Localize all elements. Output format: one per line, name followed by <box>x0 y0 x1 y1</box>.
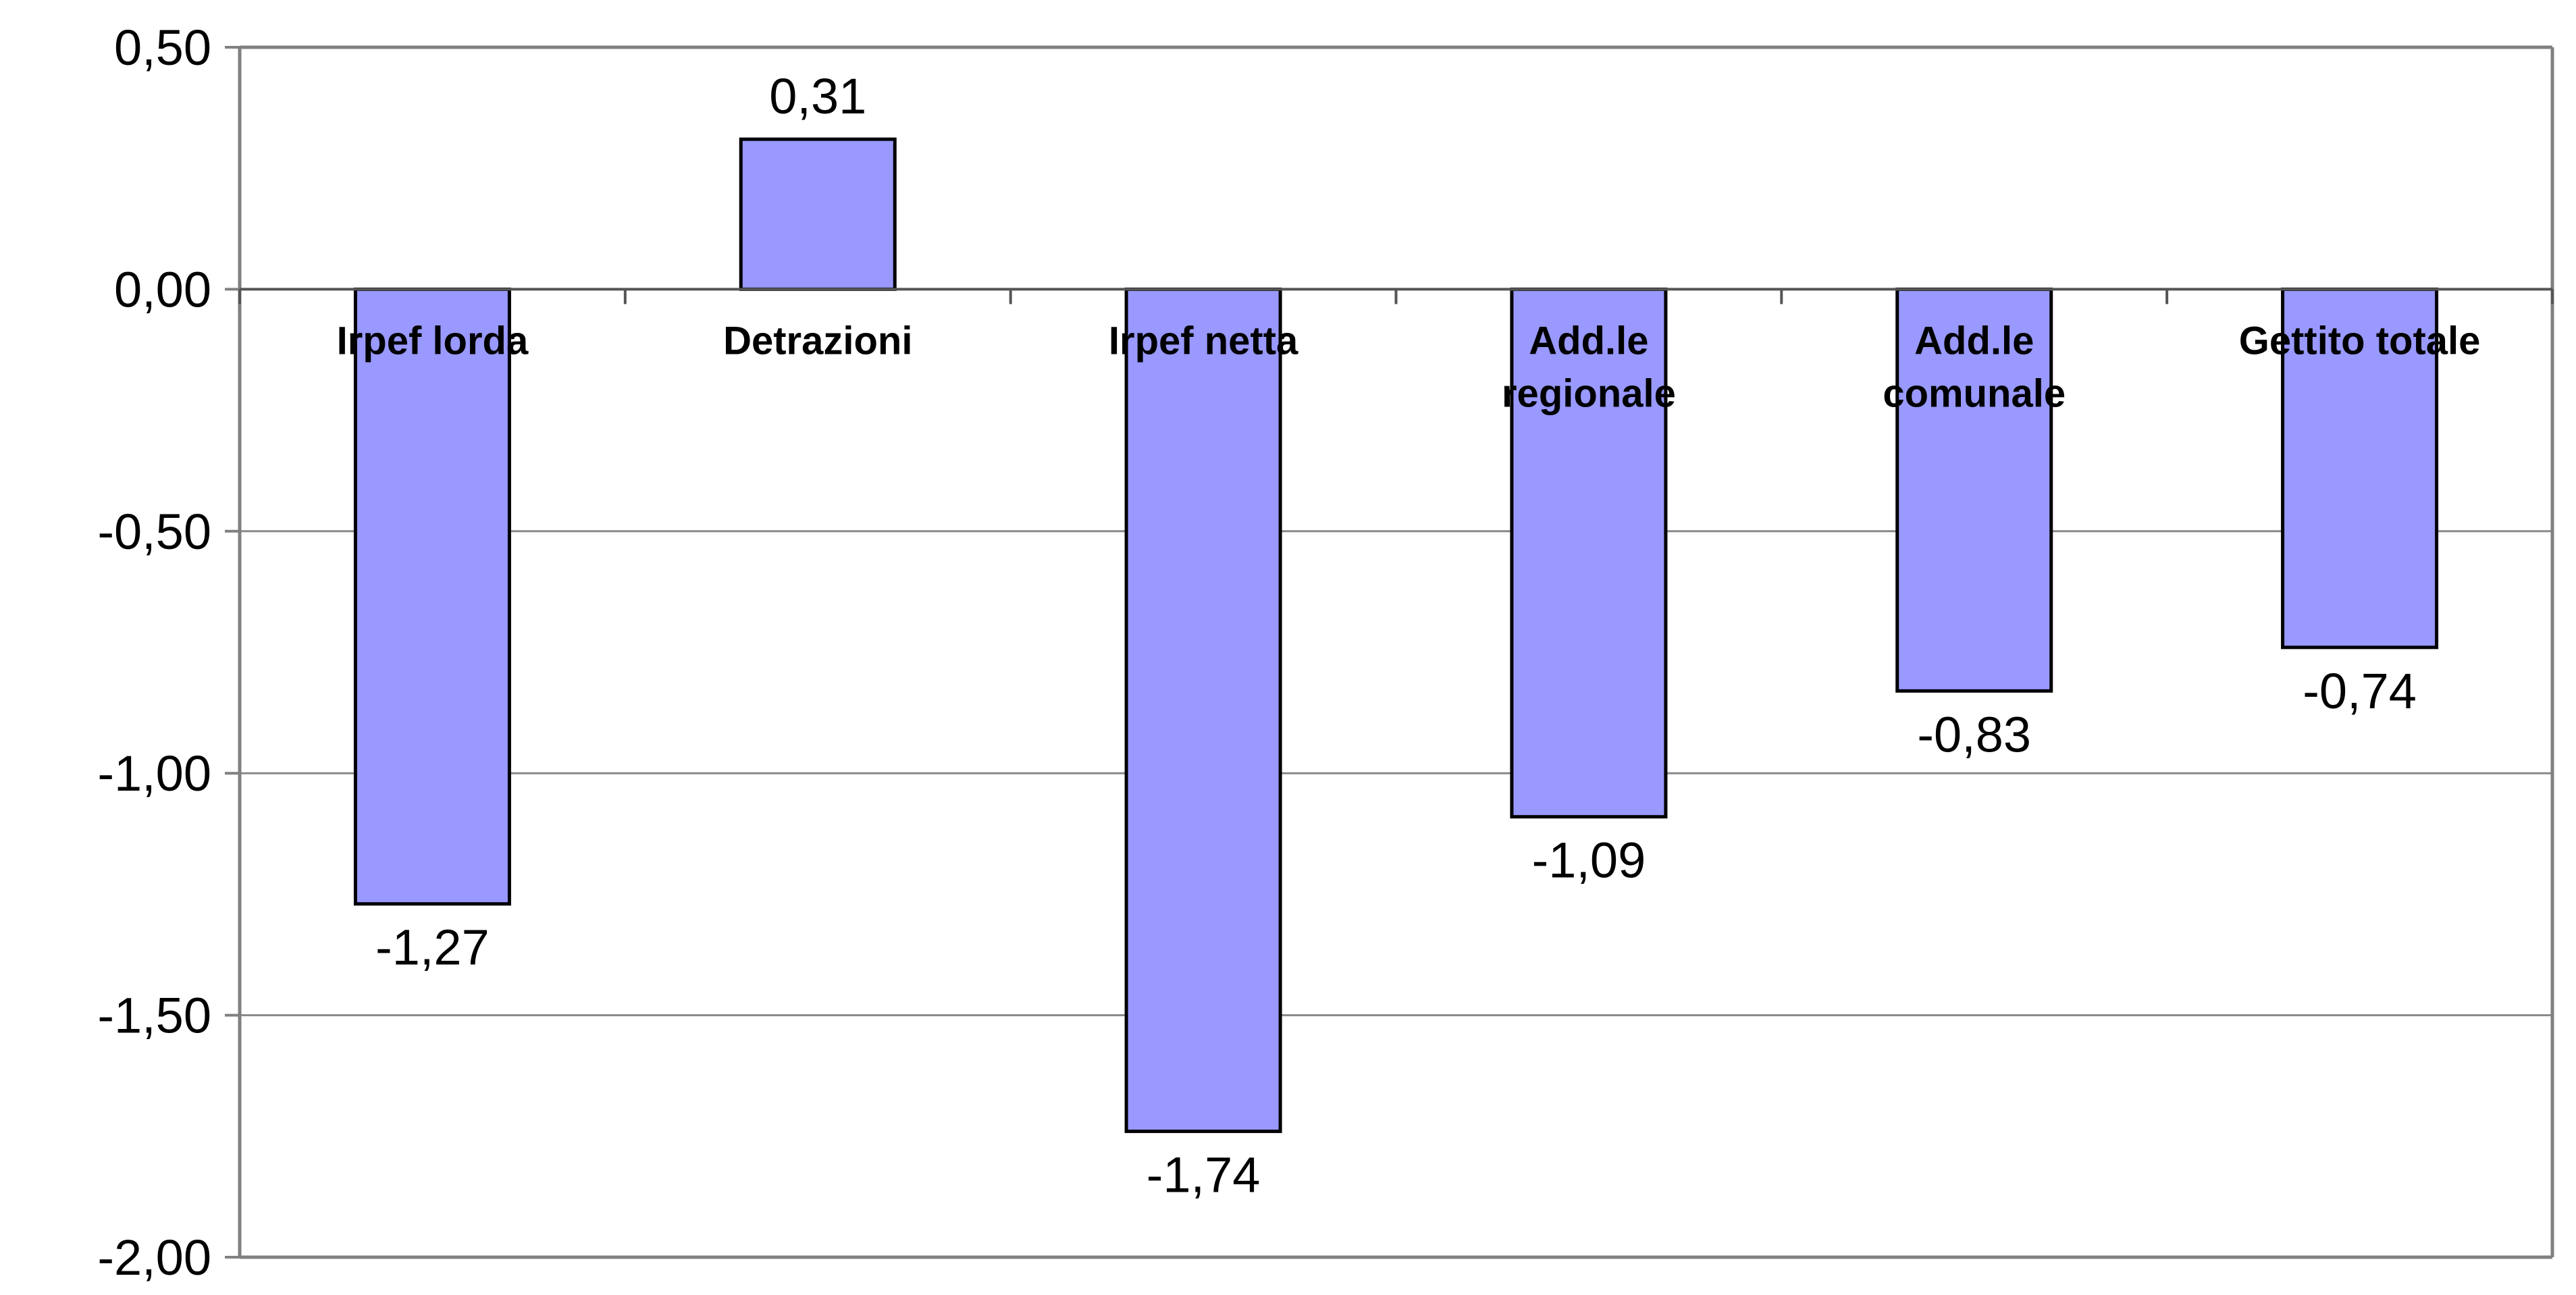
data-label: -0,83 <box>1917 706 2031 762</box>
data-label: -0,74 <box>2303 663 2417 719</box>
axes <box>225 45 2554 1259</box>
category-labels: Irpef lorda Detrazioni Irpef netta Add.le re… <box>337 319 2481 415</box>
bar-1 <box>739 137 897 291</box>
category-label: Irpef lorda <box>337 319 529 363</box>
gridlines <box>240 46 2552 1017</box>
y-tick-label: -1,50 <box>97 988 211 1044</box>
bar-3 <box>1510 287 1668 819</box>
category-label: Add.le <box>1914 319 2034 363</box>
data-label: 0,31 <box>769 68 866 124</box>
y-tick-label: -1,00 <box>97 745 211 801</box>
category-label: comunale <box>1883 371 2066 415</box>
category-label: Detrazioni <box>723 319 912 363</box>
category-label: Irpef netta <box>1109 319 1298 363</box>
y-tick-label: 0,50 <box>114 20 211 76</box>
bar-0 <box>353 287 511 906</box>
data-labels: -1,27 0,31 -1,74 -1,09 -0,83 -0,74 <box>375 68 2417 1202</box>
bar-2 <box>1124 287 1282 1134</box>
bars <box>353 137 2439 1134</box>
category-label: Add.le <box>1529 319 1648 363</box>
data-label: -1,74 <box>1147 1147 1261 1203</box>
y-tick-labels: 0,50 0,00 -0,50 -1,00 -1,50 -2,00 <box>97 20 211 1286</box>
data-label: -1,09 <box>1532 832 1646 889</box>
category-label: Gettito totale <box>2239 319 2481 363</box>
y-tick-label: -2,00 <box>97 1230 211 1286</box>
y-tick-label: -0,50 <box>97 504 211 560</box>
category-label: regionale <box>1502 371 1676 415</box>
y-tick-label: 0,00 <box>114 261 211 317</box>
data-label: -1,27 <box>375 920 490 976</box>
